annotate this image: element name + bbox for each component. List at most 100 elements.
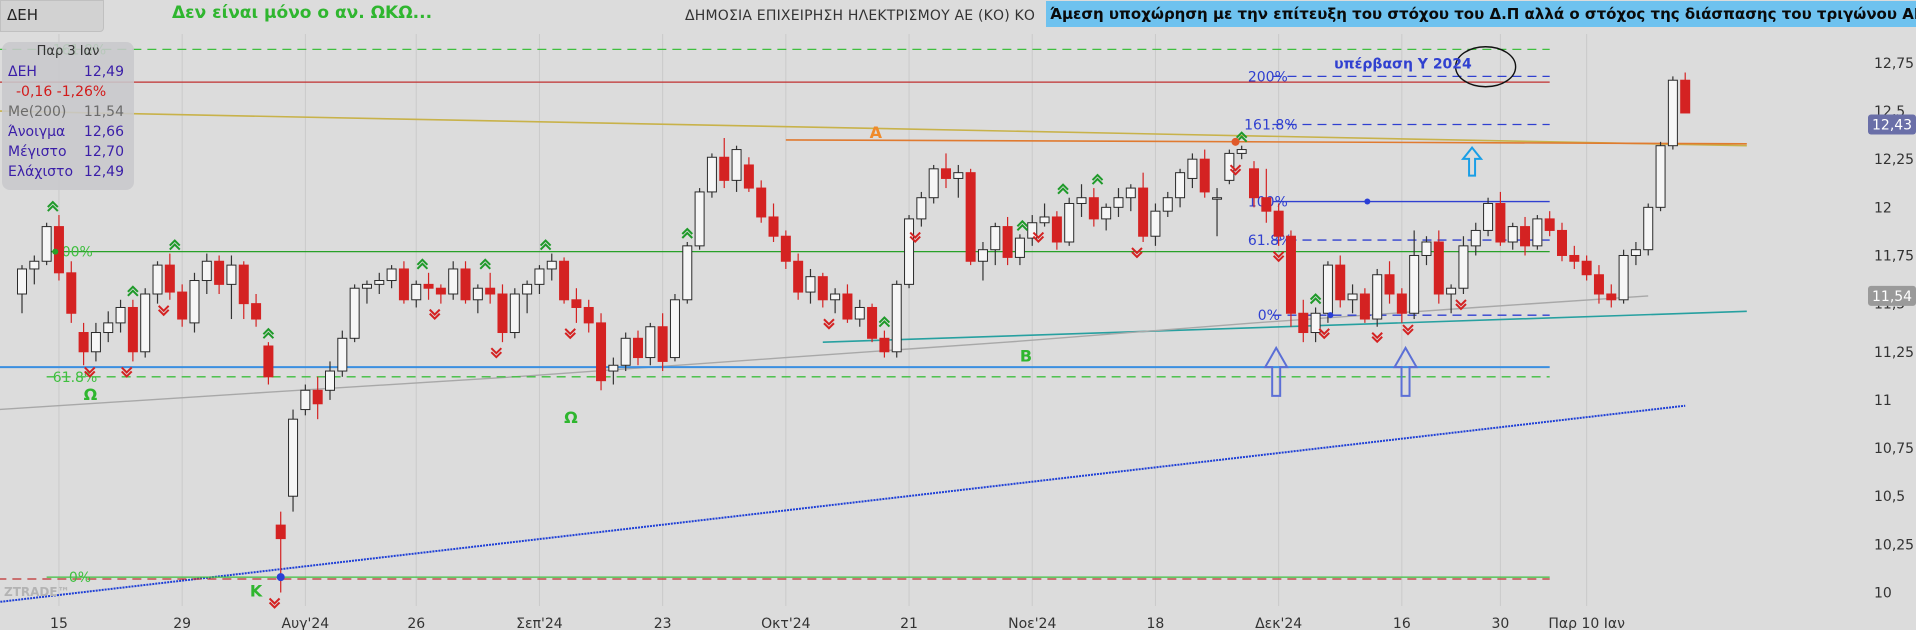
candle-up xyxy=(1236,149,1247,154)
candle-up xyxy=(916,197,927,220)
candle-down xyxy=(1495,202,1506,243)
candle-up xyxy=(682,245,693,301)
trendline xyxy=(822,310,1747,343)
plot-area xyxy=(0,34,1866,606)
candle-up xyxy=(288,418,299,497)
candle-up xyxy=(472,287,483,301)
candle-up xyxy=(645,326,656,359)
info-label: ΔΕΗ xyxy=(8,64,37,80)
candle-down xyxy=(1138,187,1149,237)
candle-down xyxy=(1002,226,1013,258)
y-tick-label: 11 xyxy=(1874,393,1892,409)
candle-down xyxy=(497,293,508,334)
anchor-dot xyxy=(1364,198,1371,205)
candle-up xyxy=(1655,145,1666,208)
candle-down xyxy=(941,168,951,179)
candle-down xyxy=(657,326,668,362)
y-tick-label: 12,25 xyxy=(1874,152,1914,168)
candle-up xyxy=(300,389,311,411)
x-tick-label: Νοε'24 xyxy=(1008,616,1056,630)
candle-up xyxy=(1162,197,1173,212)
candle-up xyxy=(891,283,902,353)
x-tick-label: Αυγ'24 xyxy=(282,616,330,630)
info-value: 12,70 xyxy=(83,144,124,160)
candle-down xyxy=(1088,197,1099,220)
candle-up xyxy=(361,283,372,289)
candle-down xyxy=(1359,293,1370,320)
info-label: Άνοιγμα xyxy=(8,124,66,140)
level-label: 200% xyxy=(1248,69,1288,85)
swing-high-marker xyxy=(262,327,275,339)
hollow-up-arrow xyxy=(1392,345,1419,397)
swing-low-marker xyxy=(1229,164,1242,176)
candle-up xyxy=(731,149,742,181)
x-tick-label: 26 xyxy=(407,616,425,630)
candle-down xyxy=(1606,293,1617,301)
candle-up xyxy=(990,226,1001,251)
candle-down xyxy=(1261,197,1272,212)
swing-high-marker xyxy=(169,239,181,251)
analysis-note: Άμεση υποχώρηση με την επίτευξη του στόχ… xyxy=(1046,1,1916,27)
swing-low-marker xyxy=(268,597,281,609)
candle-up xyxy=(1113,197,1124,208)
candle-up xyxy=(337,337,348,372)
swing-low-marker xyxy=(1131,247,1143,259)
candle-down xyxy=(1249,168,1259,199)
swing-high-marker xyxy=(1057,183,1069,195)
candle-up xyxy=(1027,222,1038,239)
candle-up xyxy=(1212,197,1223,200)
candle-down xyxy=(1335,264,1346,301)
swing-high-marker xyxy=(416,258,429,270)
info-date: Παρ 3 Ιαν xyxy=(36,44,100,59)
candle-up xyxy=(1458,245,1469,289)
candle-down xyxy=(1285,235,1296,314)
y-tick-label: 10,75 xyxy=(1874,441,1914,457)
candle-up xyxy=(1322,264,1333,314)
candle-down xyxy=(867,306,878,339)
level-label: 161.8% xyxy=(1244,118,1297,134)
candle-up xyxy=(546,260,557,270)
candle-down xyxy=(78,332,89,353)
chart-annotation: A xyxy=(870,123,883,142)
y-tick-label: 12,75 xyxy=(1874,56,1914,72)
candle-up xyxy=(1175,172,1186,199)
x-tick-label: 16 xyxy=(1393,616,1411,630)
candle-down xyxy=(559,260,570,301)
info-row-open: Άνοιγμα 12,66 xyxy=(6,124,126,143)
x-tick-label: 30 xyxy=(1491,616,1509,630)
candle-down xyxy=(571,299,582,308)
x-tick-label: Οκτ'24 xyxy=(761,616,810,630)
candle-down xyxy=(214,260,225,285)
candle-down xyxy=(583,306,594,324)
anchor-dot xyxy=(52,248,59,255)
x-tick-label: Δεκ'24 xyxy=(1255,616,1302,630)
candle-up xyxy=(189,280,200,324)
candle-down xyxy=(66,272,77,314)
info-value: 12,49 xyxy=(83,164,124,180)
candle-up xyxy=(226,264,237,285)
candle-up xyxy=(1630,249,1641,256)
candle-up xyxy=(854,306,865,320)
candle-up xyxy=(706,156,717,193)
candle-up xyxy=(349,287,360,339)
symbol-tab[interactable]: ΔΕΗ xyxy=(0,0,104,32)
candle-up xyxy=(1643,206,1654,251)
candle-down xyxy=(879,337,890,353)
price-badge-label: 11,54 xyxy=(1872,289,1912,305)
candle-up xyxy=(90,332,101,353)
swing-low-marker xyxy=(1455,299,1467,311)
candle-up xyxy=(522,283,533,295)
chart-annotation: υπέρβαση Υ 2024 xyxy=(1334,57,1472,73)
candle-up xyxy=(1187,158,1198,179)
candle-up xyxy=(1372,274,1383,320)
candle-down xyxy=(768,216,779,237)
candle-up xyxy=(1125,187,1136,199)
swing-high-marker xyxy=(1309,293,1322,305)
anchor-dot xyxy=(1231,137,1240,146)
hollow-up-arrow xyxy=(1460,146,1484,177)
candle-down xyxy=(275,524,286,540)
swing-low-marker xyxy=(1402,324,1414,336)
candle-up xyxy=(374,280,385,285)
x-tick-label: 29 xyxy=(173,616,191,630)
